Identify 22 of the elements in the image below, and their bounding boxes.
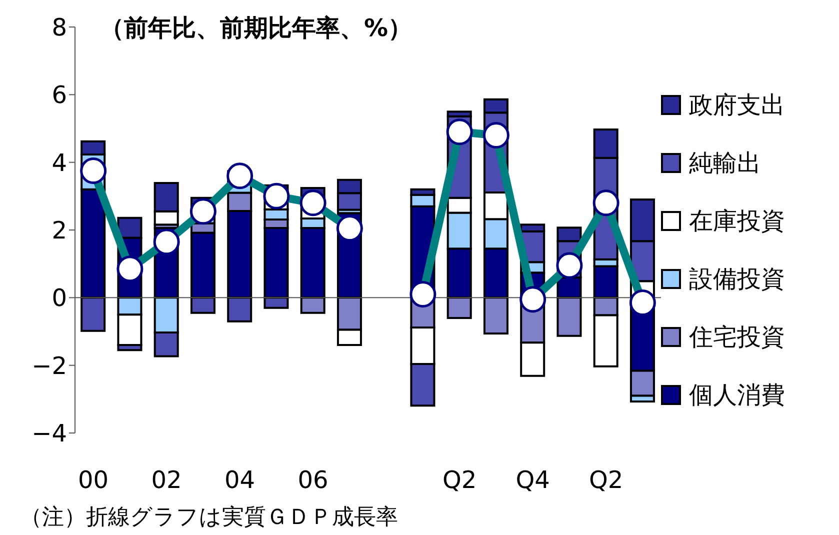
legend-label: 在庫投資 bbox=[689, 206, 785, 237]
y-tick-label: 8 bbox=[52, 14, 67, 42]
footnote: （注）折線グラフは実質ＧＤＰ成長率 bbox=[20, 504, 398, 532]
x-tick-label: 04 bbox=[224, 466, 256, 494]
y-tick-label: 6 bbox=[52, 81, 67, 110]
x-tick-label: 02 bbox=[151, 466, 182, 494]
unit-note: （前年比、前期比年率、%） bbox=[100, 13, 412, 44]
legend-label: 個人消費 bbox=[689, 380, 785, 411]
y-tick-label: 0 bbox=[52, 284, 67, 312]
x-tick-label: Q2 bbox=[588, 466, 624, 494]
x-tick-label: Q4 bbox=[516, 466, 550, 494]
y-tick-label: −4 bbox=[32, 420, 67, 448]
y-tick-label: −2 bbox=[32, 352, 67, 380]
x-tick-label: 00 bbox=[78, 466, 109, 494]
x-tick-label: Q2 bbox=[442, 466, 477, 494]
legend-label: 住宅投資 bbox=[689, 322, 785, 353]
y-tick-label: 2 bbox=[52, 216, 67, 245]
y-tick-label: 4 bbox=[52, 148, 67, 177]
legend-label: 政府支出 bbox=[689, 90, 785, 121]
legend-label: 純輸出 bbox=[689, 148, 761, 179]
x-tick-label: 06 bbox=[298, 466, 328, 494]
legend-label: 設備投資 bbox=[689, 264, 785, 295]
